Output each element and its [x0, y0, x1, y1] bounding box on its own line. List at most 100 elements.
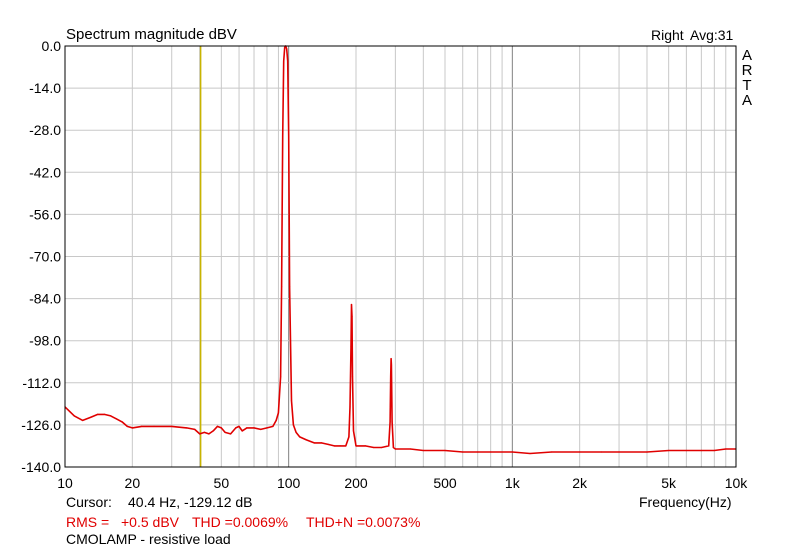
- cursor-value: 40.4 Hz, -129.12 dB: [128, 494, 253, 510]
- thd-value: THD =0.0069%: [192, 514, 289, 530]
- spectrum-data-point: [288, 135, 290, 137]
- spectrum-data-point: [299, 436, 301, 438]
- spectrum-data-point: [97, 413, 99, 415]
- spectrum-data-point: [320, 442, 322, 444]
- spectrum-data-point: [551, 451, 553, 453]
- spectrum-data-point: [392, 446, 394, 449]
- spectrum-data-point: [194, 428, 196, 430]
- x-axis-ticks: 10 20 50 100 200 500 1k 2k 5k 10k: [57, 475, 748, 491]
- spectrum-data-point: [141, 425, 143, 427]
- rms-label: RMS =: [66, 514, 110, 530]
- spectrum-data-point: [272, 425, 274, 427]
- spectrum-data-point: [186, 427, 188, 429]
- spectrum-data-point: [224, 431, 226, 433]
- y-axis-ticks: 0.0 -14.0 -28.0 -42.0 -56.0 -70.0 -84.0 -98.0 -1…: [21, 38, 61, 475]
- x-tick-label: 5k: [661, 475, 677, 491]
- y-tick-label: -98.0: [29, 333, 61, 349]
- spectrum-data-point: [477, 451, 479, 453]
- spectrum-data-point: [290, 400, 293, 402]
- x-tick-label: 200: [344, 475, 368, 491]
- spectrum-data-point: [281, 286, 283, 288]
- brand-letter: T: [742, 77, 752, 94]
- thdn-value: THD+N =0.0073%: [306, 514, 421, 530]
- rms-value: +0.5 dBV: [121, 514, 179, 530]
- brand-letter: A: [741, 92, 752, 109]
- spectrum-data-point: [579, 451, 581, 453]
- spectrum-data-point: [668, 449, 670, 452]
- spectrum-data-point: [355, 445, 357, 447]
- spectrum-data-point: [333, 445, 335, 447]
- spectrum-data-point: [700, 449, 703, 452]
- spectrum-series-line: [64, 45, 736, 455]
- spectrum-data-point: [277, 412, 279, 414]
- spectrum-data-point: [364, 445, 366, 447]
- spectrum-data-point: [345, 445, 347, 447]
- spectrum-data-point: [351, 316, 353, 318]
- brand-logo: A R T A: [740, 48, 754, 108]
- footer-note: CMOLAMP - resistive load: [66, 531, 231, 547]
- y-tick-label: 0.0: [42, 38, 62, 54]
- x-tick-label: 50: [214, 475, 230, 491]
- avg-label: Avg:31: [690, 27, 734, 43]
- y-tick-label: -42.0: [29, 164, 61, 180]
- x-axis-label: Frequency(Hz): [639, 494, 732, 510]
- x-tick-label: 10: [57, 475, 73, 491]
- spectrum-data-point: [725, 448, 727, 450]
- spectrum-data-point: [203, 431, 205, 433]
- spectrum-data-point: [713, 449, 715, 452]
- spectrum-data-point: [351, 376, 354, 378]
- spectrum-data-point: [380, 446, 383, 449]
- spectrum-data-point: [153, 425, 155, 427]
- spectrum-data-point: [390, 358, 392, 360]
- spectrum-data-point: [230, 433, 232, 435]
- spectrum-data-point: [352, 430, 355, 432]
- spectrum-data-point: [110, 415, 112, 417]
- spectrum-data-point: [289, 286, 291, 288]
- spectrum-data-point: [280, 376, 282, 378]
- y-tick-label: -112.0: [22, 375, 61, 391]
- spectrum-data-point: [126, 425, 128, 427]
- spectrum-data-point: [235, 427, 237, 429]
- spectrum-data-point: [260, 428, 262, 430]
- spectrum-data-point: [295, 431, 297, 433]
- plot-frame: [64, 45, 737, 468]
- spectrum-data-point: [313, 442, 315, 444]
- spectrum-data-point: [171, 425, 173, 427]
- spectrum-data-point: [339, 445, 341, 447]
- spectrum-data-point: [238, 425, 240, 427]
- spectrum-data-point: [199, 433, 201, 435]
- y-tick-label: -84.0: [29, 291, 61, 307]
- spectrum-data-point: [685, 449, 688, 452]
- y-tick-label: -56.0: [29, 206, 61, 222]
- spectrum-data-point: [600, 451, 602, 453]
- spectrum-data-point: [266, 427, 268, 429]
- spectrum-data-point: [618, 451, 620, 453]
- brand-letter: R: [741, 62, 753, 79]
- cursor-label: Cursor:: [66, 494, 112, 510]
- brand-letter: A: [741, 47, 752, 64]
- spectrum-data-point: [121, 421, 123, 423]
- spectrum-data-point: [103, 413, 105, 415]
- spectrum-data-point: [305, 439, 307, 441]
- spectrum-data-point: [389, 421, 391, 423]
- x-tick-label: 100: [277, 475, 301, 491]
- spectrum-data-point: [422, 449, 424, 452]
- spectrum-data-point: [350, 304, 353, 306]
- spectrum-data-point: [444, 449, 446, 452]
- spectrum-data-point: [646, 451, 648, 453]
- x-tick-label: 20: [125, 475, 141, 491]
- spectrum-data-point: [282, 135, 284, 137]
- channel-label: Right: [651, 27, 684, 43]
- chart-title: Spectrum magnitude dBV: [66, 26, 237, 43]
- spectrum-data-point: [241, 430, 243, 432]
- spectrum-data-point: [373, 446, 375, 449]
- spectrum-data-point: [391, 421, 393, 423]
- spectrum-data-point: [394, 448, 396, 450]
- spectrum-data-point: [283, 60, 285, 62]
- series-layer: [64, 45, 737, 455]
- spectrum-data-point: [275, 419, 277, 421]
- spectrum-data-point: [490, 451, 492, 453]
- spectrum-data-point: [292, 424, 294, 426]
- spectrum-data-point: [349, 406, 351, 408]
